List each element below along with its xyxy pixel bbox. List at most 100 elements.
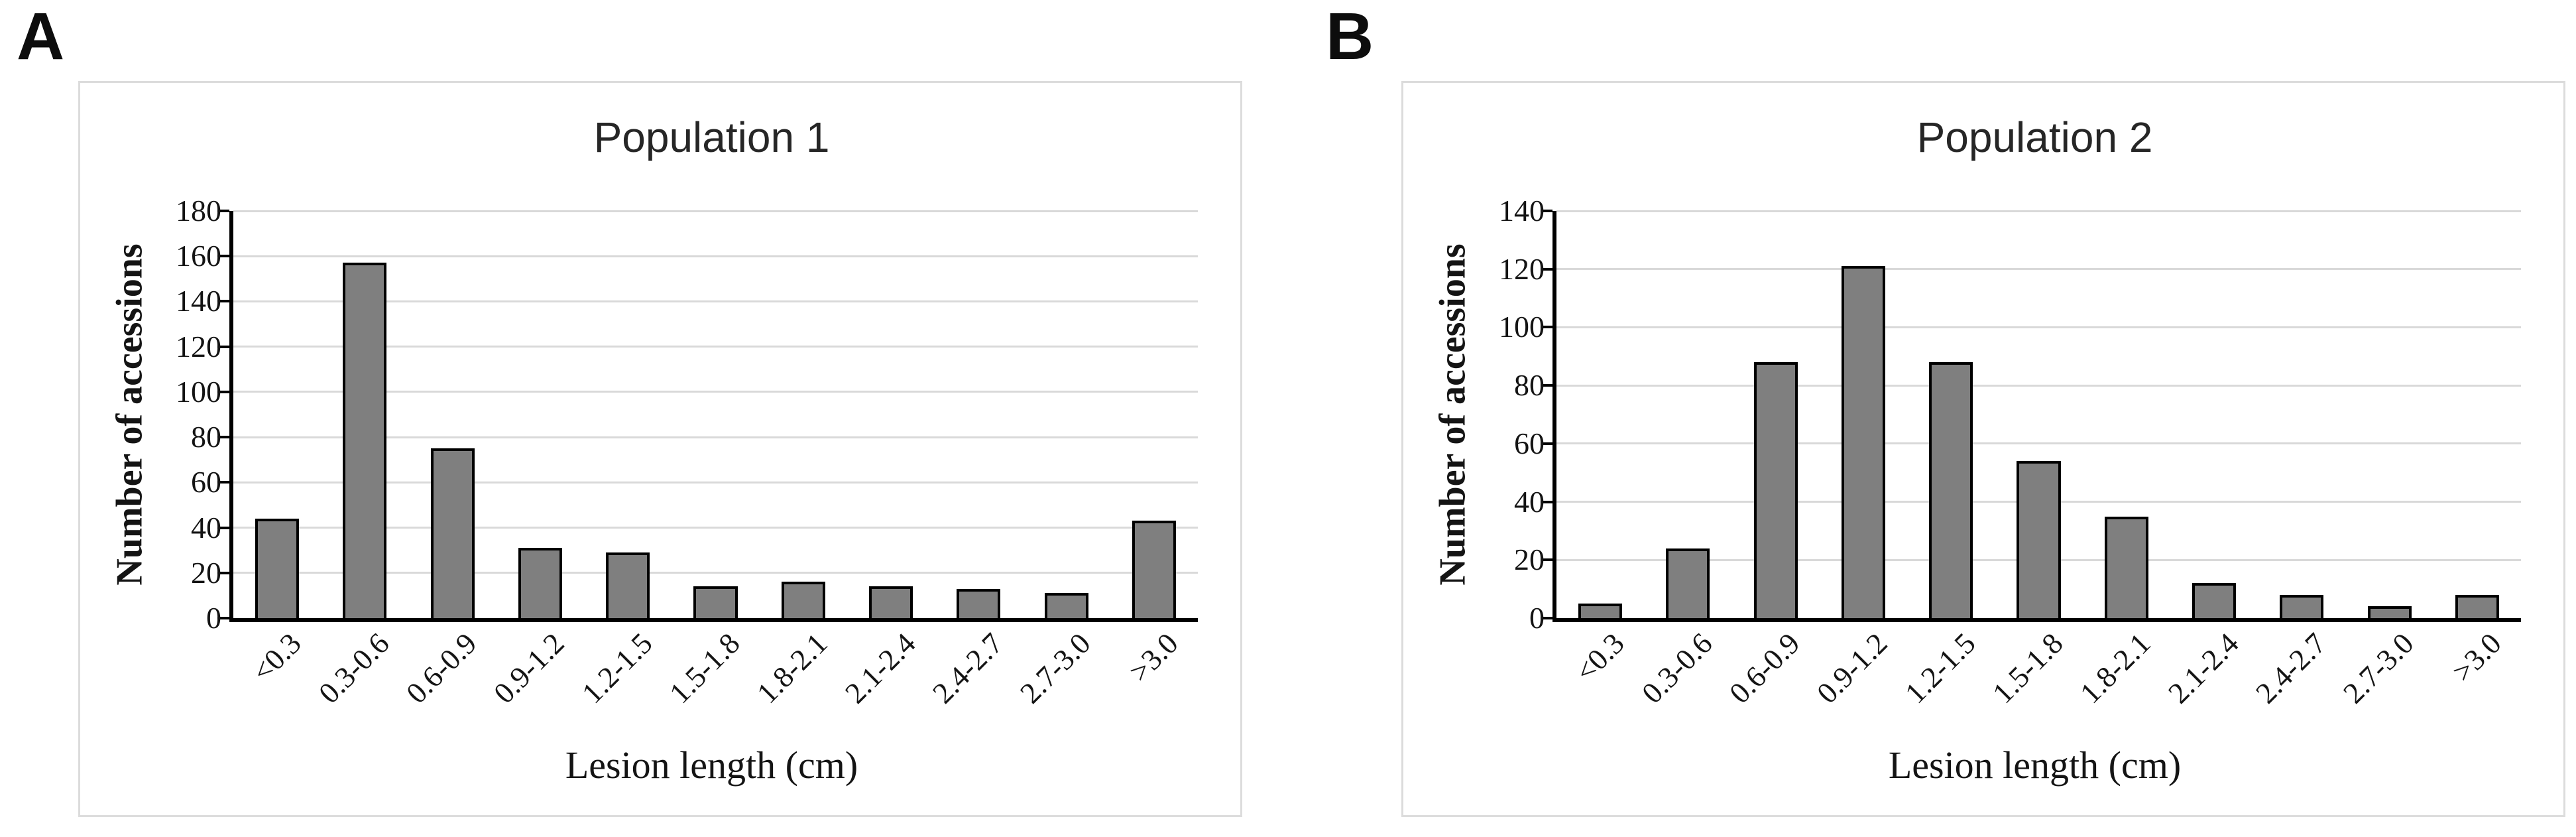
gridline [233, 346, 1198, 348]
gridline [233, 210, 1198, 212]
y-tick-mark [217, 617, 229, 619]
x-tick-label: 0.3-0.6 [312, 626, 396, 710]
y-tick-label: 0 [1529, 601, 1545, 635]
y-tick-mark [1541, 442, 1552, 445]
y-tick-mark [1541, 384, 1552, 387]
bar [2455, 594, 2499, 618]
x-axis-title: Lesion length (cm) [1888, 743, 2182, 787]
y-tick-label: 180 [176, 194, 221, 227]
bar [693, 586, 738, 618]
gridline [233, 572, 1198, 574]
y-tick-mark [1541, 267, 1552, 271]
x-tick-label: 2.4-2.7 [925, 626, 1010, 710]
y-tick-mark [217, 255, 229, 258]
y-tick-label: 60 [1514, 426, 1545, 460]
y-axis-title: Number of accessions [100, 211, 160, 618]
x-tick-label: 2.1-2.4 [2161, 626, 2245, 710]
bar [868, 586, 913, 618]
gridline [1556, 326, 2521, 328]
y-axis-title: Number of accessions [1423, 211, 1483, 618]
bar [1578, 604, 1623, 618]
gridline [233, 436, 1198, 438]
gridline [1556, 384, 2521, 387]
y-tick-label: 120 [176, 329, 221, 363]
x-tick-label: 2.1-2.4 [838, 626, 922, 710]
x-tick-label: 0.9-1.2 [487, 626, 571, 710]
y-tick-mark [217, 481, 229, 484]
y-tick-mark [217, 571, 229, 574]
y-tick-label: 120 [1499, 251, 1545, 286]
y-tick-label: 100 [176, 374, 221, 409]
x-tick-label: 2.4-2.7 [2249, 626, 2333, 710]
bar [2192, 583, 2237, 618]
bar [2104, 516, 2148, 618]
y-tick-mark [217, 436, 229, 439]
x-axis-title: Lesion length (cm) [565, 743, 858, 787]
bar [343, 263, 387, 618]
x-tick-label: 0.9-1.2 [1810, 626, 1895, 710]
bar [781, 582, 825, 618]
x-tick-label: >3.0 [2445, 626, 2508, 688]
plot-area: 0 20 40 60 80 100 120 140 160 180 <0.3 0.3-0.6 0.6-0… [176, 194, 1198, 710]
y-tick-label: 20 [191, 555, 221, 590]
bar [2367, 606, 2412, 618]
gridline [233, 255, 1198, 257]
y-tick-mark [1541, 500, 1552, 503]
y-tick-label: 100 [1499, 310, 1545, 344]
y-axis-title-text: Number of accessions [1433, 243, 1474, 586]
bar [606, 552, 650, 618]
y-tick-label: 60 [191, 465, 221, 499]
y-tick-mark [217, 345, 229, 348]
bar [255, 518, 300, 618]
bar [518, 548, 562, 618]
y-tick-label: 0 [206, 601, 221, 635]
gridline [1556, 442, 2521, 445]
x-tick-label: 1.5-1.8 [1986, 626, 2070, 710]
x-tick-label: 1.5-1.8 [663, 626, 746, 710]
y-tick-label: 80 [1514, 368, 1545, 403]
x-tick-label: 0.3-0.6 [1635, 626, 1719, 710]
x-tick-label: 2.7-3.0 [2337, 626, 2420, 710]
x-tick-label: 1.2-1.5 [1898, 626, 1982, 710]
y-tick-label: 140 [176, 284, 221, 318]
y-tick-mark [217, 210, 229, 212]
y-tick-mark [1541, 617, 1552, 619]
x-tick-label: 1.2-1.5 [575, 626, 659, 710]
bar [1753, 362, 1798, 618]
x-tick-label: 0.6-0.9 [400, 626, 483, 710]
y-tick-label: 140 [1499, 194, 1545, 227]
x-tick-label: 2.7-3.0 [1014, 626, 1097, 710]
chart-title: Population 2 [1916, 113, 2153, 161]
gridline [1556, 210, 2521, 212]
x-tick-label: <0.3 [246, 626, 308, 688]
plot-area: 0 20 40 60 80 100 120 140 <0.3 0.3-0.6 0.6-0.9 0.9-… [1499, 194, 2521, 710]
y-tick-mark [217, 526, 229, 529]
y-tick-mark [217, 300, 229, 303]
x-tick-label: 1.8-2.1 [750, 626, 834, 710]
y-tick-mark [1541, 558, 1552, 562]
bar [1929, 362, 1973, 618]
chart-panel-population-2: Population 2 Number of accessions 0 20 40 6… [1401, 81, 2565, 817]
x-tick-label: 1.8-2.1 [2074, 626, 2157, 710]
chart-title: Population 1 [593, 113, 830, 161]
x-tick-label: >3.0 [1122, 626, 1185, 688]
y-tick-mark [1541, 326, 1552, 329]
gridline [1556, 268, 2521, 271]
x-tick-label: 0.6-0.9 [1723, 626, 1806, 710]
y-tick-label: 160 [176, 239, 221, 273]
bar [1841, 266, 1885, 618]
gridline [233, 527, 1198, 529]
y-tick-label: 80 [191, 420, 221, 454]
panel-label-a: A [17, 0, 65, 74]
y-tick-mark [1541, 210, 1552, 212]
bar [957, 588, 1001, 618]
y-tick-label: 40 [1514, 484, 1545, 519]
gridline [233, 391, 1198, 393]
y-axis-title-text: Number of accessions [109, 243, 150, 586]
bar [430, 448, 475, 618]
y-tick-mark [217, 390, 229, 393]
gridline [233, 300, 1198, 302]
bar [2280, 594, 2324, 618]
y-tick-label: 40 [191, 510, 221, 545]
